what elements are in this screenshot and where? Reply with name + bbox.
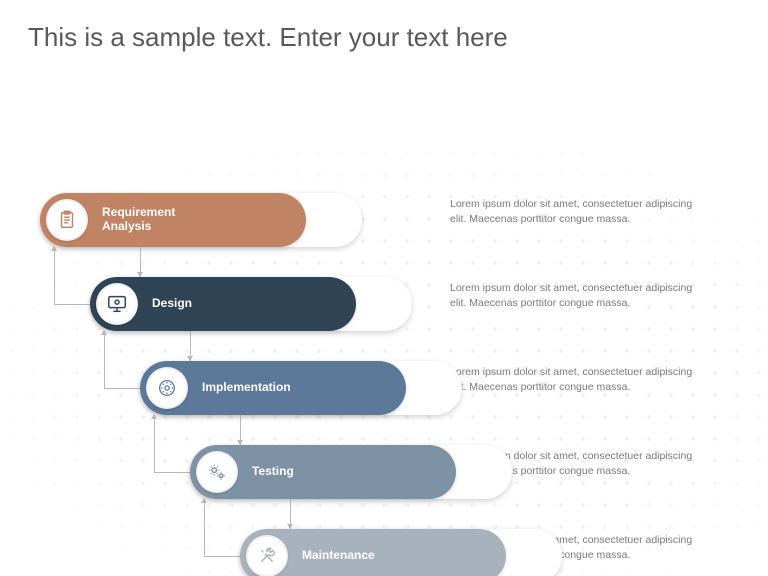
gears-icon [196,451,238,493]
stage-label-pill: Maintenance [240,529,506,576]
stage-row-testing: VerificationAnd ValidationTesting [0,445,768,499]
stage-label-text: Implementation [202,381,291,395]
stage-label-pill: Design [90,277,356,331]
stage-label-text: RequirementAnalysis [102,206,175,234]
stage-pill-maintenance: VerificationAnd ValidationMaintenance [240,529,562,576]
arrow-up-icon [51,246,57,251]
stage-pill-implementation: VerificationAnd ValidationImplementation [140,361,462,415]
stage-pill-testing: VerificationAnd ValidationTesting [190,445,512,499]
page-title: This is a sample text. Enter your text h… [0,0,768,53]
stage-label-pill: Implementation [140,361,406,415]
arrow-up-icon [151,414,157,419]
stage-row-requirement: VerificationAnd ValidationRequirementAna… [0,193,768,247]
clipboard-icon [46,199,88,241]
stage-pill-design: VerificationAnd ValidationDesign [90,277,412,331]
stage-row-implementation: VerificationAnd ValidationImplementation [0,361,768,415]
tools-icon [246,535,288,576]
arrow-up-icon [101,330,107,335]
gear-ring-icon [146,367,188,409]
stage-label-pill: Testing [190,445,456,499]
stage-pill-requirement: VerificationAnd ValidationRequirementAna… [40,193,362,247]
stage-label-text: Maintenance [302,549,375,563]
arrow-up-icon [201,498,207,503]
stage-row-design: VerificationAnd ValidationDesign [0,277,768,331]
stage-label-text: Design [152,297,192,311]
stage-row-maintenance: VerificationAnd ValidationMaintenance [0,529,768,576]
monitor-icon [96,283,138,325]
stage-label-pill: RequirementAnalysis [40,193,306,247]
stage-label-text: Testing [252,465,294,479]
